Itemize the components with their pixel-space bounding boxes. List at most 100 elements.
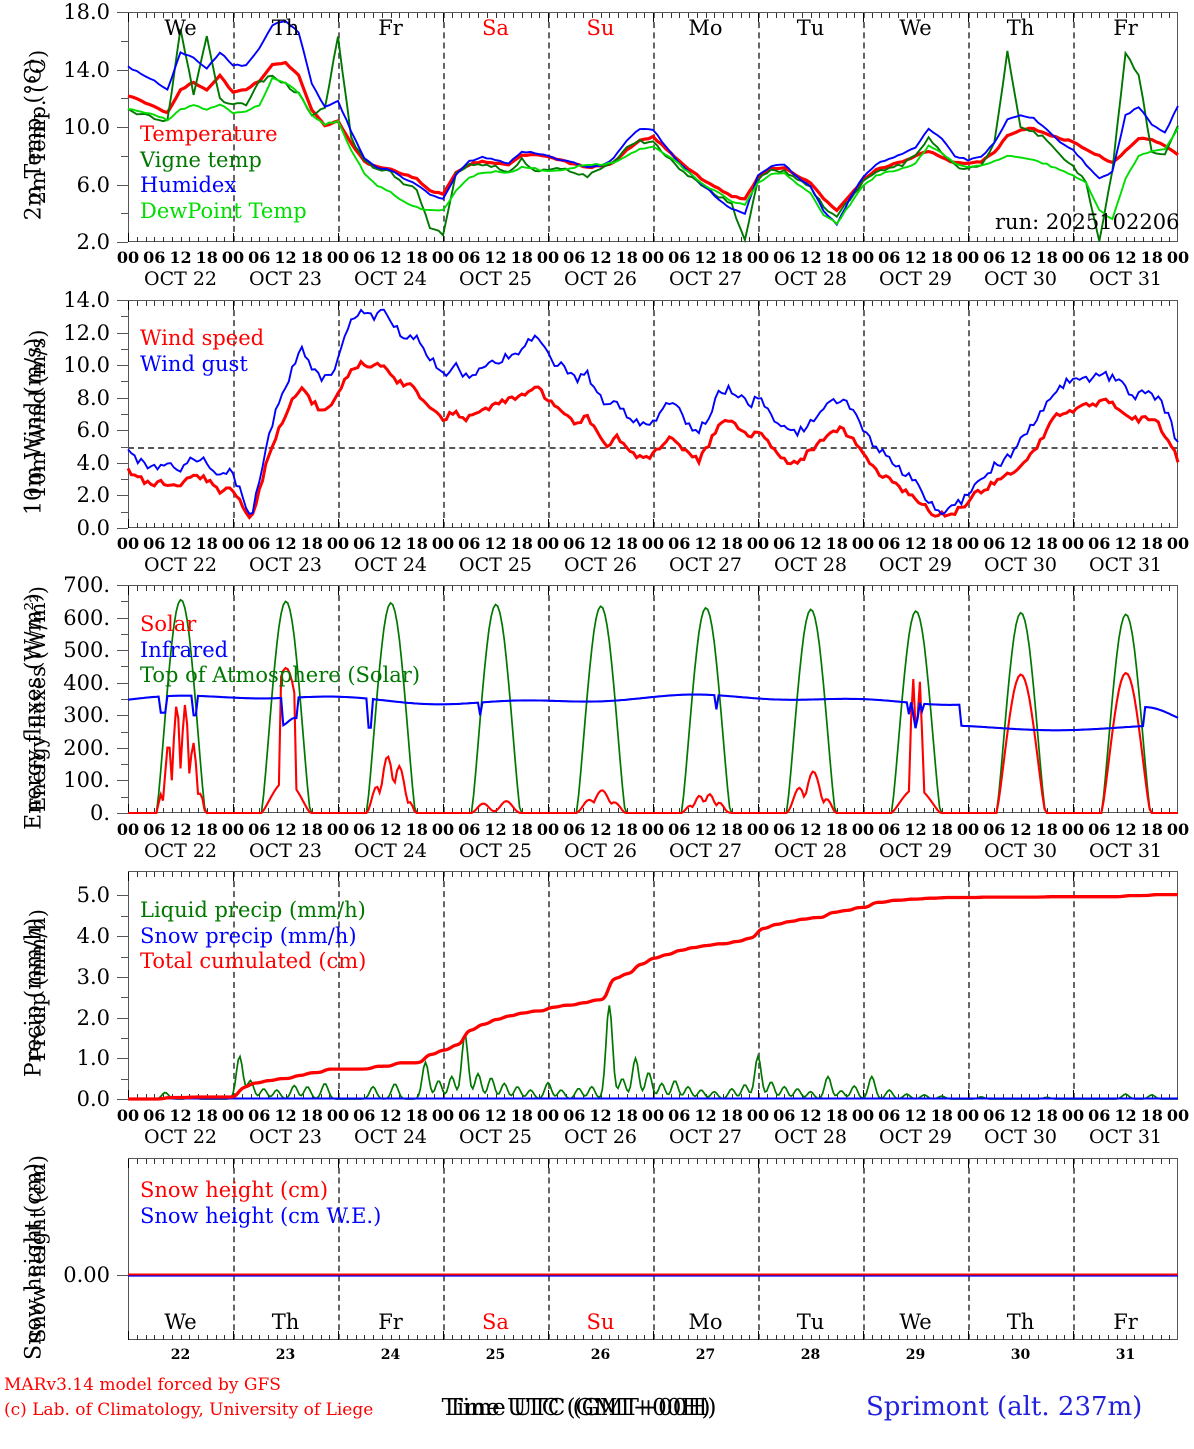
x-hour-label: 00 — [431, 534, 455, 553]
x-hour-label: 00 — [956, 248, 980, 267]
x-hour-label: 12 — [904, 248, 927, 267]
legend-entry: DewPoint Temp — [140, 198, 307, 223]
y-tick-label: 2.0 — [76, 230, 110, 254]
y-tick-minor — [121, 414, 128, 415]
x-hour-label: 18 — [1140, 1106, 1163, 1125]
x-hour-label: 12 — [379, 820, 402, 839]
x-hour-label: 18 — [825, 820, 848, 839]
x-daynum-label: 22 — [170, 1347, 191, 1363]
x-hour-label: 06 — [878, 820, 901, 839]
day-gridline — [1073, 300, 1075, 528]
legend-wind: Wind speed Wind gust — [140, 326, 264, 377]
x-date-label: OCT 27 — [668, 1126, 743, 1148]
x-hour-label: 18 — [615, 820, 638, 839]
day-gridline — [548, 300, 550, 528]
y-tick-mark — [117, 1017, 128, 1019]
x-hour-label: 06 — [563, 534, 586, 553]
day-gridline — [548, 585, 550, 813]
day-gridline — [1073, 1158, 1075, 1340]
day-gridline — [968, 871, 970, 1099]
x-hour-label: 00 — [116, 820, 140, 839]
y-tick-mark — [117, 430, 128, 432]
axis-ticks-bottom — [128, 519, 1178, 528]
x-hour-label: 00 — [326, 248, 350, 267]
x-hour-label: 12 — [169, 248, 192, 267]
x-hour-label: 18 — [1035, 820, 1058, 839]
x-hour-label: 06 — [878, 248, 901, 267]
y-tick-mark — [117, 462, 128, 464]
x-hour-label: 00 — [116, 1106, 140, 1125]
x-date-label: OCT 29 — [878, 554, 953, 576]
x-hour-label: 00 — [116, 534, 140, 553]
x-hour-label: 06 — [563, 1106, 586, 1125]
y-tick-minor — [121, 633, 128, 635]
weekday-label-top: We — [164, 16, 197, 40]
day-gridline — [968, 1158, 970, 1340]
legend-entry: Liquid precip (mm/h) — [140, 898, 366, 922]
x-hour-label: 06 — [983, 248, 1006, 267]
x-hour-label: 00 — [1061, 1106, 1085, 1125]
x-hour-label: 06 — [983, 820, 1006, 839]
x-date-label: OCT 29 — [878, 840, 953, 862]
y-tick-mark — [117, 332, 128, 334]
x-hour-label: 12 — [169, 1106, 192, 1125]
x-hour-label: 06 — [668, 534, 691, 553]
y-tick-minor — [121, 98, 128, 100]
y-tick-minor — [121, 479, 128, 481]
x-hour-label: 18 — [930, 534, 953, 553]
y-tick-mark — [117, 12, 128, 13]
x-date-label: OCT 23 — [248, 840, 323, 862]
legend-entry: Snow height (cm W.E.) — [140, 1203, 382, 1228]
x-date-label: OCT 22 — [143, 1126, 218, 1148]
x-hour-label: 12 — [1009, 1106, 1032, 1125]
x-hour-label: 06 — [983, 534, 1006, 553]
x-hour-label: 00 — [1166, 248, 1190, 267]
day-gridline — [758, 12, 760, 242]
legend-entry: Infrared — [140, 637, 229, 662]
x-date-label: OCT 30 — [983, 268, 1058, 290]
x-hour-label: 06 — [458, 248, 481, 267]
x-hour-label: 00 — [641, 820, 665, 839]
legend-entry: Snow precip (mm/h) — [140, 923, 357, 948]
x-hour-label: 00 — [1166, 1106, 1190, 1125]
x-hour-label: 00 — [431, 820, 455, 839]
y-tick-label: 3.0 — [76, 964, 110, 989]
x-hour-label: 18 — [195, 820, 218, 839]
y-tick-label: 4.0 — [76, 450, 110, 475]
y-tick-label: 4.0 — [76, 924, 110, 949]
x-hour-label: 06 — [458, 820, 481, 839]
y-tick-mark — [117, 365, 128, 367]
y-tick-mark — [117, 495, 128, 497]
x-hour-label: 18 — [1035, 248, 1058, 267]
x-hour-label: 00 — [431, 248, 455, 267]
x-hour-label: 00 — [1061, 820, 1085, 839]
x-hour-label: 12 — [589, 820, 612, 839]
x-date-label: OCT 27 — [668, 840, 743, 862]
x-hour-label: 06 — [563, 820, 586, 839]
series-liquid-precip — [128, 1005, 1178, 1100]
x-hour-label: 18 — [405, 820, 428, 839]
x-date-label: OCT 31 — [1088, 1126, 1163, 1148]
x-hour-label: 00 — [851, 248, 875, 267]
day-gridline — [653, 12, 655, 242]
x-date-label: OCT 24 — [353, 1126, 428, 1148]
x-hour-label: 18 — [1035, 1106, 1058, 1125]
x-date-label: OCT 29 — [878, 268, 953, 290]
x-hour-label: 00 — [956, 534, 980, 553]
x-hour-label: 18 — [615, 248, 638, 267]
x-hour-label: 00 — [221, 248, 245, 267]
weekday-label-top: Tu — [796, 16, 825, 40]
day-gridline — [1073, 12, 1075, 242]
day-gridline — [758, 585, 760, 813]
x-hour-label: 18 — [930, 1106, 953, 1125]
x-daynum-label: 24 — [380, 1347, 401, 1363]
y-tick-minor — [121, 155, 128, 157]
x-hour-label: 12 — [1009, 534, 1032, 553]
y-tick-mark — [117, 300, 128, 301]
x-hour-label: 00 — [116, 248, 140, 267]
y-tick-label: 200. — [63, 735, 110, 760]
day-gridline — [653, 871, 655, 1099]
x-date-label: OCT 30 — [983, 554, 1058, 576]
x-hour-label: 06 — [143, 820, 166, 839]
y-tick-minor — [121, 348, 128, 350]
